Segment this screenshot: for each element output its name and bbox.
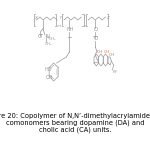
Text: l: l: [84, 15, 86, 20]
Text: M: M: [112, 70, 116, 74]
Text: O: O: [94, 27, 98, 32]
Text: n: n: [60, 15, 63, 20]
Text: OH: OH: [109, 53, 115, 57]
Text: m: m: [57, 24, 61, 28]
Text: OH: OH: [96, 50, 103, 54]
Text: HO: HO: [44, 67, 52, 72]
Text: CH₃: CH₃: [48, 37, 56, 41]
Text: Figure 20: Copolymer of N,N’-dimethylacrylamide and: Figure 20: Copolymer of N,N’-dimethylacr…: [0, 113, 150, 119]
Text: x: x: [34, 15, 37, 20]
Text: OH: OH: [103, 50, 110, 54]
Text: cholic acid (CA) units.: cholic acid (CA) units.: [39, 127, 111, 133]
Text: n: n: [84, 24, 87, 28]
Text: N: N: [45, 34, 49, 39]
Text: NH: NH: [67, 27, 74, 32]
Text: z: z: [106, 15, 109, 20]
Text: O: O: [38, 34, 42, 39]
Text: CH₃: CH₃: [45, 42, 52, 46]
Text: OH: OH: [46, 75, 53, 80]
Text: O: O: [94, 36, 98, 41]
Text: comonomers bearing dopamine (DA) and: comonomers bearing dopamine (DA) and: [6, 120, 144, 126]
